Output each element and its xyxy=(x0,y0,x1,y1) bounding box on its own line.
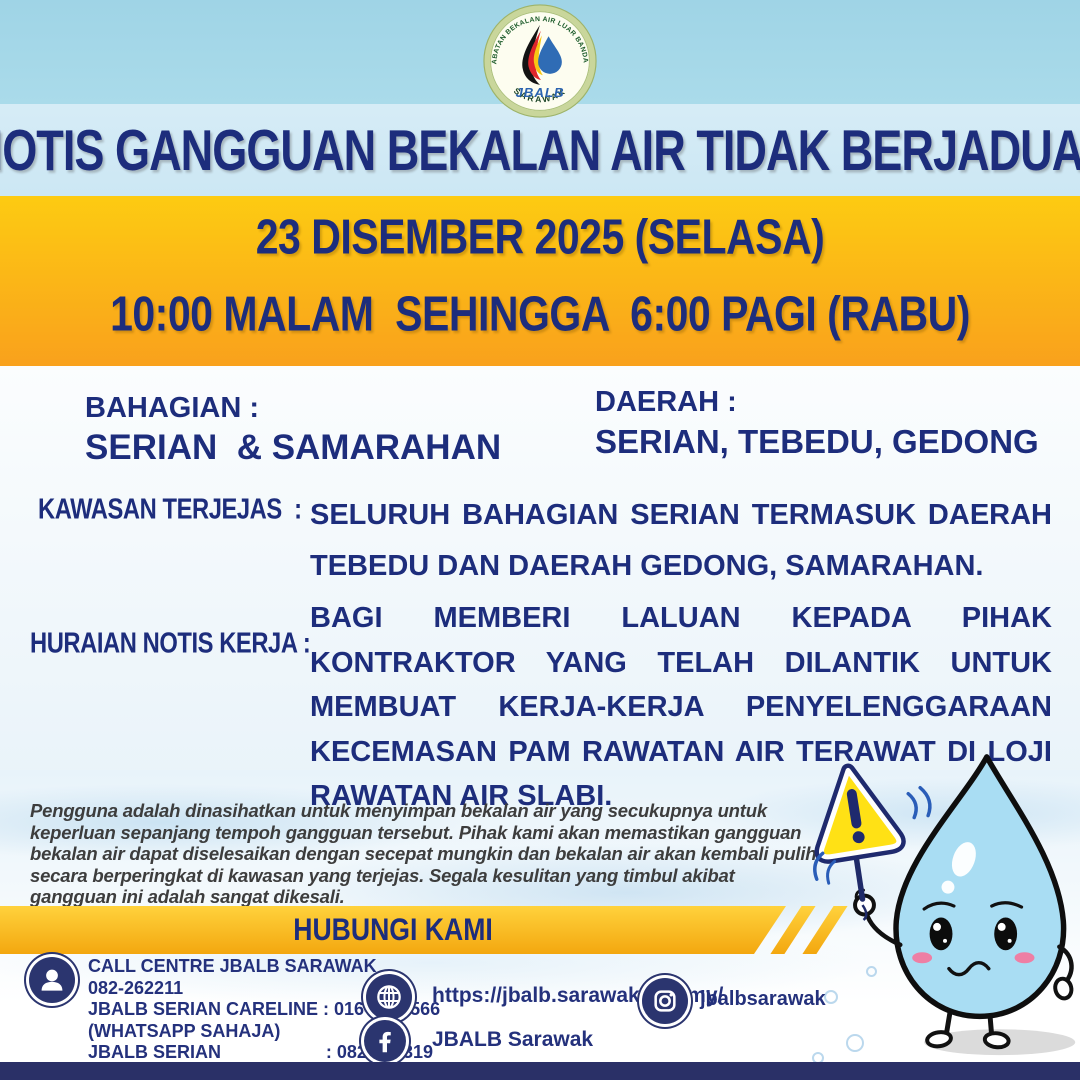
call-centre-label: CALL CENTRE JBALB SARAWAK xyxy=(88,956,377,976)
call-centre-number[interactable]: 082-262211 xyxy=(88,977,184,998)
bubble-decoration xyxy=(846,1034,864,1052)
svg-text:JBALB: JBALB xyxy=(515,85,564,100)
kawasan-line: TEBEDU DAN DAERAH GEDONG, SAMARAHAN. xyxy=(310,550,984,582)
page-title: NOTIS GANGGUAN BEKALAN AIR TIDAK BERJADU… xyxy=(0,117,1080,183)
footer-strip xyxy=(0,1062,1080,1080)
schedule-text: 23 DISEMBER 2025 (SELASA) 10:00 MALAM SE… xyxy=(0,209,1080,341)
globe-icon xyxy=(366,974,412,1020)
mascot-illustration xyxy=(813,754,1076,1056)
schedule-band xyxy=(0,196,1080,366)
jbalb-logo: JABATAN BEKALAN AIR LUAR BANDAR SARAWAK … xyxy=(480,0,597,118)
huraian-line: MEMBUAT KERJA-KERJA PENYELENGGARAAN xyxy=(310,691,1052,723)
schedule-time: 10:00 MALAM SEHINGGA 6:00 PAGI (RABU) xyxy=(110,286,970,342)
kawasan-terjejas-text: SELURUH BAHAGIAN SERIAN TERMASUK DAERAH T… xyxy=(310,490,1052,592)
huraian-label: HURAIAN NOTIS KERJA : xyxy=(30,627,311,659)
schedule-date: 23 DISEMBER 2025 (SELASA) xyxy=(255,209,825,265)
kawasan-line: SELURUH BAHAGIAN SERIAN TERMASUK DAERAH xyxy=(310,499,1052,531)
details-band xyxy=(0,366,1080,788)
title-band: NOTIS GANGGUAN BEKALAN AIR TIDAK BERJADU… xyxy=(0,104,1080,196)
bubble-decoration xyxy=(824,990,838,1004)
bahagian-label: BAHAGIAN : xyxy=(85,392,259,424)
daerah-label: DAERAH : xyxy=(595,386,737,418)
huraian-line: KECEMASAN PAM RAWATAN AIR TERAWAT DI LOJ… xyxy=(310,735,1052,768)
instagram-handle[interactable]: jbalbsarawak xyxy=(700,988,826,1010)
huraian-line: RAWATAN AIR SLABI. xyxy=(310,780,613,812)
huraian-line: BAGI MEMBERI LALUAN KEPADA PIHAK xyxy=(310,602,1052,634)
phone-contacts: CALL CENTRE JBALB SARAWAK 082-262211 JBA… xyxy=(88,956,440,1064)
huraian-line: KONTRAKTOR YANG TELAH DILANTIK UNTUK xyxy=(310,646,1052,679)
advisory-paragraph: Pengguna adalah dinasihatkan untuk menyi… xyxy=(30,800,817,907)
instagram-icon xyxy=(642,978,688,1024)
jbalb-logo-emblem: JABATAN BEKALAN AIR LUAR BANDAR SARAWAK … xyxy=(480,0,597,118)
kawasan-terjejas-label: KAWASAN TERJEJAS : xyxy=(38,493,302,525)
serian-number-row[interactable]: JBALB SERIAN : 082-875319 xyxy=(88,1042,433,1064)
contact-header-bar: HUBUNGI KAMI xyxy=(0,906,786,954)
huraian-text: BAGI MEMBERI LALUAN KEPADA PIHAK KONTRAKT… xyxy=(310,596,1052,819)
water-drop-mascot xyxy=(812,742,1080,1080)
call-centre-icon xyxy=(29,957,75,1003)
facebook-handle[interactable]: JBALB Sarawak xyxy=(432,1028,594,1051)
warning-triangle-icon xyxy=(814,763,906,864)
careline-note: (WHATSAPP SAHAJA) xyxy=(88,1020,281,1041)
contact-header: HUBUNGI KAMI xyxy=(293,912,493,947)
bahagian-value: SERIAN & SAMARAHAN xyxy=(85,428,502,467)
serian-label: JBALB SERIAN xyxy=(88,1042,222,1062)
daerah-value: SERIAN, TEBEDU, GEDONG xyxy=(595,423,1039,460)
bubble-decoration xyxy=(866,966,877,977)
facebook-icon xyxy=(364,1020,406,1062)
